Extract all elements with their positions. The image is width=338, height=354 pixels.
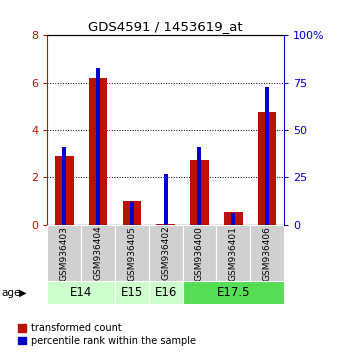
Bar xyxy=(231,213,235,225)
Bar xyxy=(130,202,134,225)
Bar xyxy=(265,86,269,225)
Text: GSM936404: GSM936404 xyxy=(94,226,102,280)
Text: GSM936400: GSM936400 xyxy=(195,225,204,281)
Bar xyxy=(149,281,183,304)
Bar xyxy=(115,281,149,304)
Bar xyxy=(55,156,74,225)
Bar xyxy=(216,225,250,281)
Bar xyxy=(250,225,284,281)
Text: age: age xyxy=(2,288,21,298)
Bar xyxy=(164,174,168,225)
Text: GSM936403: GSM936403 xyxy=(60,225,69,281)
Text: E17.5: E17.5 xyxy=(216,286,250,299)
Bar xyxy=(123,201,141,225)
Bar xyxy=(81,225,115,281)
Bar xyxy=(190,160,209,225)
Bar xyxy=(62,147,66,225)
Text: ▶: ▶ xyxy=(19,288,26,298)
Text: GSM936405: GSM936405 xyxy=(127,225,136,281)
Legend: transformed count, percentile rank within the sample: transformed count, percentile rank withi… xyxy=(18,323,196,346)
Bar xyxy=(149,225,183,281)
Bar xyxy=(156,224,175,225)
Bar xyxy=(47,281,115,304)
Bar xyxy=(183,225,216,281)
Bar xyxy=(47,225,81,281)
Text: E15: E15 xyxy=(121,286,143,299)
Bar xyxy=(197,147,201,225)
Bar xyxy=(258,112,276,225)
Title: GDS4591 / 1453619_at: GDS4591 / 1453619_at xyxy=(88,20,243,33)
Text: E16: E16 xyxy=(154,286,177,299)
Bar xyxy=(89,78,107,225)
Text: GSM936401: GSM936401 xyxy=(229,225,238,281)
Text: GSM936406: GSM936406 xyxy=(263,225,271,281)
Text: E14: E14 xyxy=(70,286,92,299)
Text: GSM936402: GSM936402 xyxy=(161,226,170,280)
Bar xyxy=(183,281,284,304)
Bar xyxy=(224,212,243,225)
Bar xyxy=(115,225,149,281)
Bar xyxy=(96,68,100,225)
